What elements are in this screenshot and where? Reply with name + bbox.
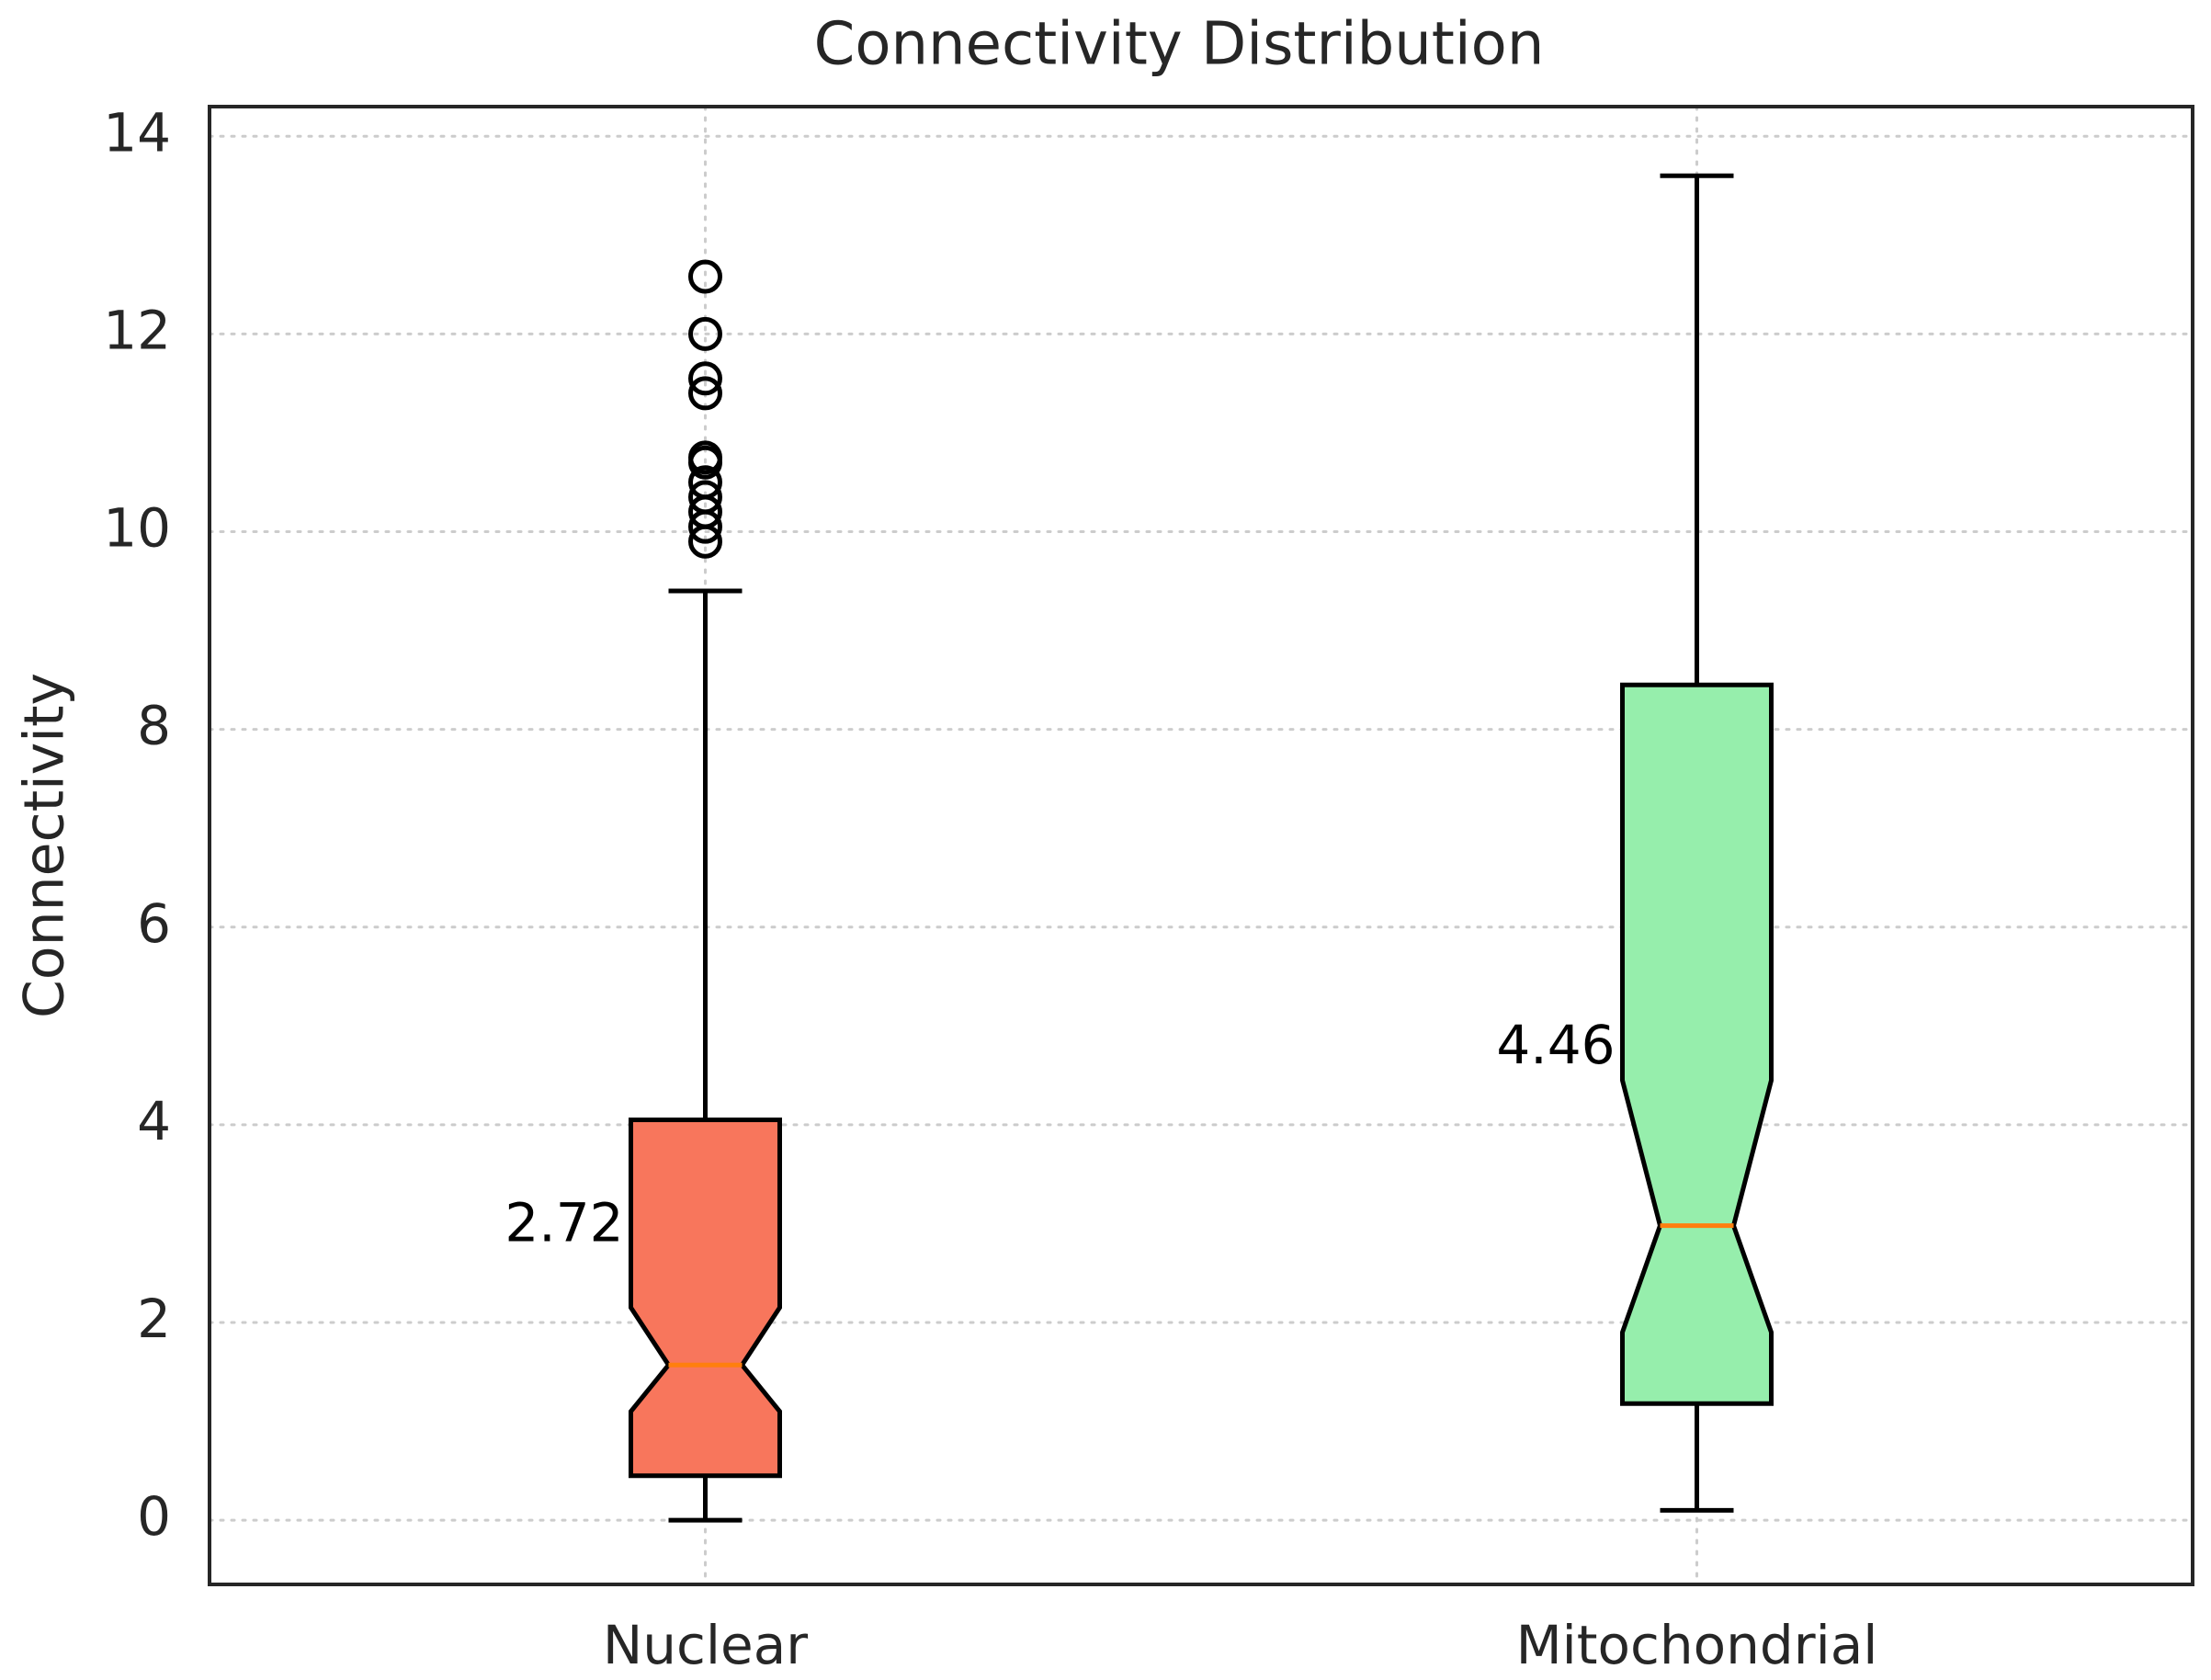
outlier-point [688, 259, 722, 294]
y-tick-label: 6 [137, 892, 171, 955]
outlier-point [688, 440, 722, 475]
median-annotation: 4.46 [1496, 1014, 1615, 1076]
boxes: 2.72 4.46 [505, 173, 1774, 1523]
chart-title: Connectivity Distribution [814, 11, 1545, 79]
y-tick-label: 14 [103, 101, 171, 164]
x-tick-label: Nuclear [603, 1614, 808, 1676]
y-tick-label: 12 [103, 299, 171, 361]
grid-lines [208, 105, 2194, 1586]
outlier-point [688, 376, 722, 411]
y-tick-label: 2 [137, 1288, 171, 1350]
outlier-point [688, 465, 722, 500]
y-tick-label: 8 [137, 695, 171, 757]
axis-ticks: 0 2 4 6 8 10 12 14 Nuclear Mitochondrial [103, 101, 1877, 1676]
y-tick-label: 0 [137, 1485, 171, 1548]
y-tick-label: 10 [103, 497, 171, 560]
box-body [1620, 682, 1774, 1406]
x-tick-label: Mitochondrial [1516, 1614, 1878, 1676]
outlier-point [688, 361, 722, 396]
median-annotation: 2.72 [505, 1192, 623, 1254]
y-axis-label: Connectivity [13, 673, 77, 1018]
y-tick-label: 4 [137, 1090, 171, 1152]
box-group-mitochondrial: 4.46 [1496, 173, 1774, 1513]
box-group-nuclear: 2.72 [505, 259, 782, 1523]
outlier-point [688, 480, 722, 515]
plot-frame [208, 105, 2194, 1586]
box-body [629, 1118, 782, 1479]
outlier-point [688, 316, 722, 351]
